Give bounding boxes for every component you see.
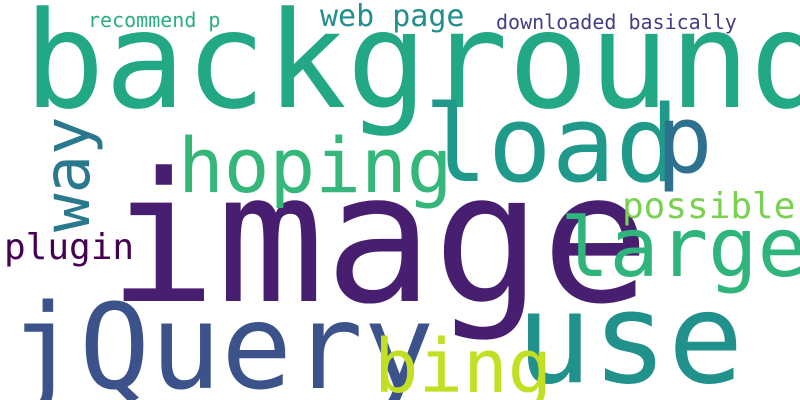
word-hoping: hoping	[178, 121, 453, 210]
word-load: load	[424, 83, 680, 206]
word-use: use	[516, 265, 744, 400]
word-web-page: web page	[320, 0, 465, 34]
word-bing: bing	[374, 324, 553, 400]
word-large: large	[560, 201, 800, 296]
word-way: way	[31, 116, 105, 232]
word-downloaded-basically: downloaded basically	[496, 10, 737, 34]
word-background: background	[24, 0, 800, 139]
word-jquery: jQuery	[8, 278, 435, 400]
word-possible: possible	[622, 186, 796, 227]
word-image: image	[108, 135, 650, 344]
word-recommend-p: recommend p	[88, 8, 221, 32]
word-plugin: plugin	[4, 227, 135, 268]
word-p: p	[656, 86, 713, 195]
